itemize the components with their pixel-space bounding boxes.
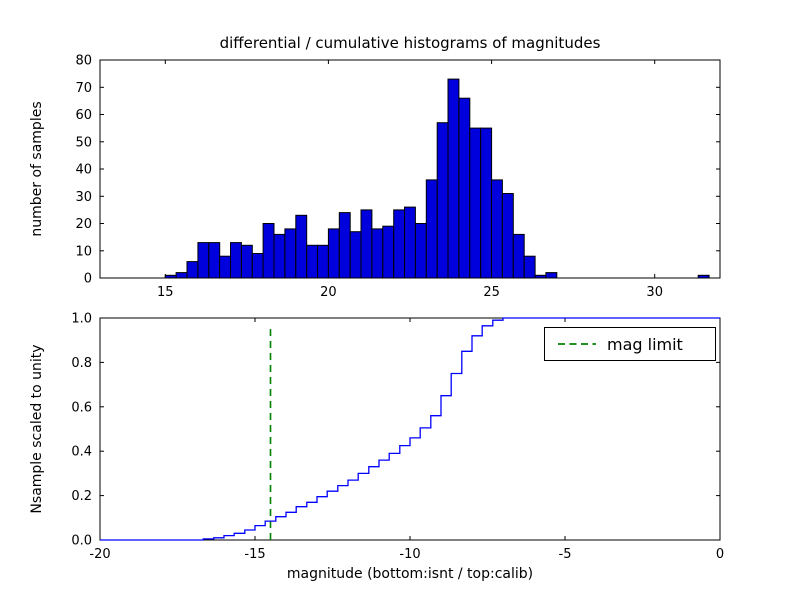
histogram-bar: [360, 209, 373, 279]
bottom-y-axis-label: Nsample scaled to unity: [29, 344, 45, 514]
y-tick-label: 0.8: [71, 356, 92, 371]
histogram-bar: [175, 272, 188, 279]
x-tick-label: 20: [320, 285, 337, 300]
histogram-bar: [534, 274, 547, 279]
x-tick-label: 25: [483, 285, 500, 300]
x-tick-label: 30: [646, 285, 663, 300]
histogram-bar: [230, 242, 242, 279]
y-tick-label: 50: [75, 135, 92, 150]
histogram-bar: [458, 97, 471, 279]
histogram-bar: [480, 127, 493, 279]
histogram-bar: [164, 274, 177, 279]
legend: mag limit: [544, 327, 716, 361]
histogram-bar: [349, 231, 362, 279]
x-tick-label: -15: [244, 547, 265, 562]
histogram-bar: [697, 274, 710, 279]
histogram-bar: [219, 255, 232, 279]
histogram-bar: [414, 223, 427, 279]
cumulative-step-line: [100, 317, 720, 541]
histogram-bar: [317, 244, 329, 279]
x-axis-label: magnitude (bottom:isnt / top:calib): [286, 566, 534, 582]
y-tick-label: 0.0: [71, 534, 92, 549]
y-tick-label: 0.4: [71, 445, 92, 460]
y-tick-label: 70: [75, 81, 92, 96]
y-tick-label: 0.6: [71, 400, 92, 415]
histogram-bar: [284, 228, 297, 279]
histogram-bar: [425, 179, 438, 279]
histogram-bar: [501, 193, 514, 279]
y-tick-label: 0: [84, 272, 92, 287]
histogram-bar: [371, 228, 384, 279]
legend-label: mag limit: [607, 334, 683, 354]
x-tick-label: -20: [89, 547, 110, 562]
histogram-bar: [436, 122, 449, 279]
histogram-bar: [306, 244, 319, 279]
y-tick-label: 40: [75, 163, 92, 178]
histogram-bar: [262, 223, 275, 279]
x-tick-label: 15: [157, 285, 174, 300]
histogram-bar: [545, 272, 558, 279]
y-tick-label: 10: [75, 244, 92, 259]
y-tick-label: 20: [75, 217, 92, 232]
histogram-bar: [404, 206, 416, 279]
histogram-bar: [251, 253, 264, 279]
histogram-bar: [393, 209, 406, 279]
x-tick-label: -10: [399, 547, 420, 562]
histogram-bar: [491, 179, 503, 279]
histogram-bar: [338, 212, 351, 279]
legend-dash-icon: [558, 343, 596, 345]
histogram-bar: [523, 255, 536, 279]
x-tick-label: 0: [716, 547, 724, 562]
y-tick-label: 0.2: [71, 489, 92, 504]
histogram-bar: [186, 261, 199, 279]
histogram-bar: [382, 225, 395, 279]
top-y-axis-label: number of samples: [29, 101, 45, 237]
y-tick-label: 80: [75, 54, 92, 69]
histogram-bar: [240, 244, 253, 279]
histogram-bar: [469, 127, 482, 279]
histogram-bar: [197, 242, 210, 279]
x-tick-label: -5: [559, 547, 572, 562]
chart-title: differential / cumulative histograms of …: [219, 34, 601, 52]
y-tick-label: 1.0: [71, 312, 92, 327]
y-tick-label: 60: [75, 108, 92, 123]
histogram-bar: [327, 228, 340, 279]
histogram-bar: [273, 233, 286, 279]
histogram-bar: [447, 78, 460, 279]
histogram-bar: [295, 214, 308, 279]
histogram-bar: [512, 233, 525, 279]
y-tick-label: 30: [75, 190, 92, 205]
histogram-bar: [208, 242, 221, 279]
